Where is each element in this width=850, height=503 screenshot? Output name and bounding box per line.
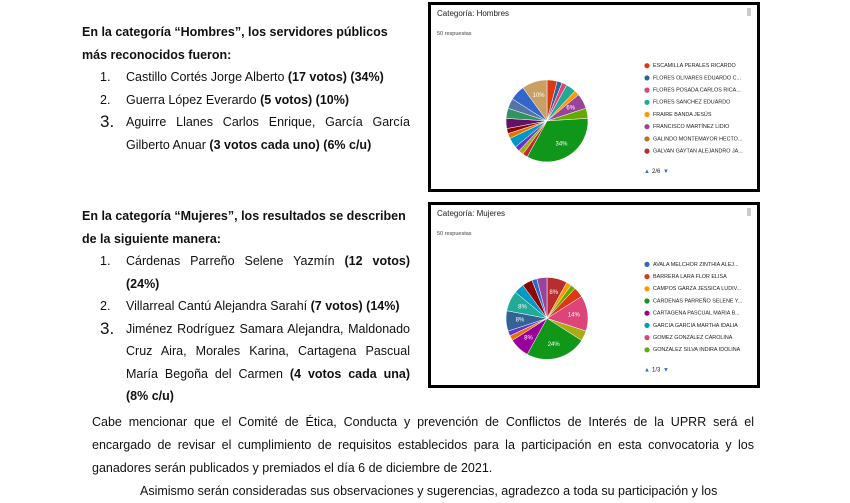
- chart-title: Categoría: Hombres: [437, 9, 509, 18]
- item-number: 1.: [100, 70, 111, 84]
- item-votes: (12 votos) (24%): [126, 254, 410, 291]
- section-hombres: En la categoría “Hombres”, los servidore…: [82, 21, 410, 156]
- legend-label: CARDENAS PARREÑO SELENE Y...: [653, 297, 742, 304]
- list-item: 2. Villarreal Cantú Alejandra Sarahí (7 v…: [82, 295, 410, 318]
- legend-label: GOMEZ GONZALEZ CAROLINA: [653, 335, 733, 341]
- list-item: 2. Guerra López Everardo (5 votos) (10%): [82, 89, 410, 112]
- pager: 2/6: [652, 169, 661, 175]
- item-text: Aguirre Llanes Carlos Enrique, García Ga…: [126, 115, 410, 152]
- legend-label: GARCIA GARCIA MARTHA IDALIA: [653, 323, 738, 329]
- pager-arrow-up: ▲: [644, 169, 650, 175]
- legend-label: FRAIRE BANDA JESÚS: [653, 111, 712, 118]
- legend-marker: [644, 286, 650, 292]
- legend-label: ESCAMILLA PERALES RICARDO: [653, 63, 736, 69]
- legend-label: CARTAGENA PASCUAL MARIA B...: [653, 311, 740, 317]
- item-votes: (4 votos cada una) (8% c/u): [126, 366, 411, 404]
- item-text: Jiménez Rodríguez Samara Alejandra, Mald…: [126, 321, 410, 381]
- legend-marker: [644, 87, 650, 93]
- list-item: 3. Aguirre Llanes Carlos Enrique, García …: [82, 111, 410, 156]
- legend-marker: [644, 322, 650, 328]
- slice-label: 34%: [555, 141, 568, 147]
- slice-label: 10%: [533, 93, 546, 99]
- legend-marker: [644, 347, 650, 353]
- legend-label: GALVAN GAYTAN ALEJANDRO JA...: [653, 149, 743, 155]
- item-text: Villarreal Cantú Alejandra Sarahí: [126, 299, 308, 313]
- chart-box: Categoría: Hombres 50 respuestas 6% 34% 10% E…: [428, 2, 760, 192]
- legend-marker: [644, 124, 650, 130]
- chart-subtitle: 50 respuestas: [437, 31, 472, 37]
- legend-marker: [644, 63, 650, 69]
- item-number: 3.: [100, 318, 115, 338]
- section-intro: En la categoría “Hombres”, los servidore…: [82, 25, 388, 62]
- pie-slice: [526, 318, 582, 360]
- item-text: Guerra López Everardo: [126, 92, 257, 107]
- slice-label: 14%: [568, 313, 581, 319]
- slice-label: 24%: [548, 342, 561, 348]
- legend-label: AVALA MELCHOR ZINTHIA ALEJ...: [653, 262, 738, 268]
- item-number: 1.: [100, 254, 111, 268]
- slice-label: 8%: [516, 318, 525, 324]
- legend-label: FLORES SANCHEZ EDUARDO: [653, 100, 730, 106]
- legend-label: FLORES POSADA CARLOS RICA...: [653, 88, 741, 94]
- slice-label: 8%: [518, 304, 527, 310]
- item-votes: (7 votos) (14%): [310, 299, 400, 313]
- legend-label: CAMPOS GARZA JESSICA LUDIV...: [653, 286, 741, 292]
- section-intro: En la categoría “Mujeres”, los resultado…: [82, 209, 406, 246]
- item-votes: (5 votos) (10%): [260, 92, 350, 107]
- item-text: Castillo Cortés Jorge Alberto: [126, 70, 285, 84]
- item-number: 2.: [100, 92, 111, 107]
- item-number: 3.: [100, 112, 115, 131]
- pager-arrow-down: ▼: [663, 169, 669, 175]
- menu-icon: [747, 8, 751, 16]
- chart-box: Categoría: Mujeres 50 respuestas 8% 14% 24% 8…: [428, 202, 760, 388]
- legend-marker: [644, 136, 650, 142]
- pie-chart: Categoría: Mujeres 50 respuestas 8% 14% 24% 8…: [437, 208, 751, 374]
- item-number: 2.: [100, 299, 111, 313]
- slice-label: 8%: [549, 290, 558, 296]
- section-mujeres: En la categoría “Mujeres”, los resultado…: [82, 205, 410, 408]
- legend-marker: [644, 310, 650, 316]
- legend-marker: [644, 298, 650, 304]
- pager: 1/3: [652, 368, 661, 374]
- legend-marker: [644, 75, 650, 81]
- chart-title: Categoría: Mujeres: [437, 209, 505, 218]
- legend-label: FRANCISCO MARTÍNEZ LIDIO: [653, 123, 729, 130]
- legend-marker: [644, 148, 650, 154]
- legend-label: GONZALEZ SILVA INDIRA IDOLINA: [653, 347, 741, 353]
- pager-arrow-down: ▼: [663, 368, 669, 374]
- paragraph: Cabe mencionar que el Comité de Ética, C…: [92, 415, 754, 475]
- item-text: Cárdenas Parreño Selene Yazmín: [126, 254, 335, 268]
- list-item: 3. Jiménez Rodríguez Samara Alejandra, Ma…: [82, 318, 410, 408]
- menu-icon: [747, 208, 751, 216]
- pager-arrow-up: ▲: [644, 368, 650, 374]
- slice-label: 6%: [566, 105, 575, 111]
- list-item: 1. Cárdenas Parreño Selene Yazmín (12 vot…: [82, 250, 410, 295]
- item-votes: (17 votos) (34%): [287, 70, 384, 84]
- pie-slice: [522, 79, 548, 122]
- legend-marker: [644, 335, 650, 341]
- slice-label: 8%: [524, 336, 533, 342]
- legend-marker: [644, 99, 650, 105]
- legend-marker: [644, 111, 650, 118]
- item-votes: (3 votos cada uno) (6% c/u): [209, 137, 372, 152]
- pie-chart: Categoría: Hombres 50 respuestas 6% 34% 10% E…: [437, 8, 751, 175]
- pie-slice: [526, 118, 589, 163]
- chart-subtitle: 50 respuestas: [437, 231, 472, 237]
- legend-label: GALINDO MONTEMAYOR HECTO...: [653, 136, 742, 142]
- legend-label: BARRERA LARA FLOR ELISA: [653, 274, 727, 280]
- pie-slice: [536, 277, 548, 319]
- legend-label: FLORES OLIVARES EDUARDO C...: [653, 75, 741, 81]
- paragraph: Asimismo serán consideradas sus observac…: [140, 484, 718, 498]
- list-item: 1. Castillo Cortés Jorge Alberto (17 voto…: [82, 66, 410, 89]
- legend-marker: [644, 274, 650, 280]
- legend-marker: [644, 261, 650, 267]
